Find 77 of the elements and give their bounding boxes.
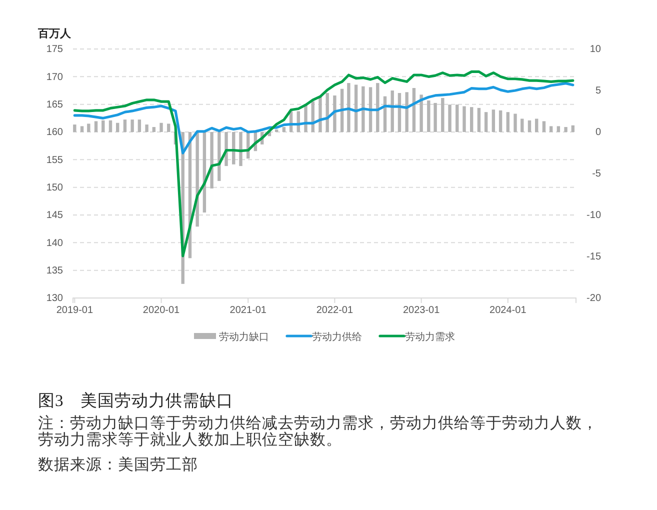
text: 图3 美国劳动力供需缺口 xyxy=(38,391,234,410)
bar xyxy=(333,95,336,132)
text: 注：劳动力缺口等于劳动力供给减去劳动力需求，劳动力供给等于劳动力人数，劳动力需求等于就业人数加上职位空缺数。 xyxy=(38,414,598,449)
x-tick-label: 2021-01 xyxy=(230,305,267,316)
y-tick-label: 150 xyxy=(46,182,64,194)
bar xyxy=(484,112,488,132)
bar xyxy=(492,110,496,132)
bar xyxy=(94,121,98,132)
line-series xyxy=(73,70,574,258)
y2-tick-label: -20 xyxy=(586,293,602,304)
y-tick-label: 140 xyxy=(46,238,64,249)
x-tick-label: 2020-01 xyxy=(142,305,180,316)
legend-label: 劳动力需求 xyxy=(405,331,455,343)
y-axis-title: 百万人 xyxy=(37,28,72,40)
bar xyxy=(448,104,452,132)
y2-tick-label: -15 xyxy=(586,252,602,263)
y-tick-label: 160 xyxy=(46,127,64,138)
bar xyxy=(138,120,142,132)
bar xyxy=(326,92,329,132)
y-tick-label: 145 xyxy=(46,210,64,222)
bar xyxy=(80,126,84,132)
bar xyxy=(116,122,120,132)
bar xyxy=(362,86,365,132)
bar xyxy=(160,122,163,132)
bar xyxy=(218,132,221,181)
y-tick-label: 155 xyxy=(46,154,64,166)
bar xyxy=(210,132,214,188)
bar xyxy=(498,110,502,132)
bar xyxy=(571,125,575,132)
bar xyxy=(477,108,481,132)
bar xyxy=(167,124,170,132)
bar xyxy=(556,126,560,132)
source-note: 数据来源：美国劳工部 xyxy=(38,455,198,474)
bar xyxy=(535,118,538,132)
y2-tick-label: -5 xyxy=(592,168,602,180)
y-tick-label: 175 xyxy=(46,44,64,56)
bar xyxy=(514,114,517,132)
bar xyxy=(434,102,437,132)
bar xyxy=(282,127,286,132)
x-tick-label: 2022-01 xyxy=(316,305,354,316)
bar xyxy=(130,120,134,132)
bar xyxy=(564,127,568,132)
bar xyxy=(427,100,430,132)
bar xyxy=(456,104,459,132)
bar xyxy=(123,120,127,132)
bar xyxy=(405,92,408,132)
bar xyxy=(108,120,112,132)
x-tick-label: 2023-01 xyxy=(402,305,440,316)
bar xyxy=(73,124,76,132)
bar xyxy=(520,118,524,132)
bar xyxy=(152,127,156,132)
x-tick-label: 2019-01 xyxy=(56,305,94,316)
x-tick-label: 2024-01 xyxy=(490,305,527,316)
y-tick-label: 165 xyxy=(46,100,64,111)
legend-label: 劳动力供给 xyxy=(312,331,362,343)
legend-label: 劳动力缺口 xyxy=(219,331,269,343)
y2-tick-label: 0 xyxy=(595,127,602,138)
bar xyxy=(542,121,546,132)
bar xyxy=(528,120,532,132)
bar xyxy=(87,124,90,132)
bar xyxy=(441,98,444,132)
y-tick-label: 135 xyxy=(46,266,64,277)
bar xyxy=(462,106,466,132)
bar xyxy=(347,83,350,132)
y2-tick-label: 10 xyxy=(590,44,602,56)
bar xyxy=(239,132,242,166)
bar xyxy=(549,126,553,132)
bar xyxy=(420,94,423,132)
y2-tick-label: -10 xyxy=(586,210,602,222)
bar xyxy=(145,124,148,132)
bar xyxy=(102,120,105,132)
line-series xyxy=(73,82,574,154)
bar xyxy=(470,107,474,132)
y2-tick-label: 5 xyxy=(595,86,602,97)
y-tick-label: 170 xyxy=(46,72,64,83)
bar xyxy=(506,112,510,132)
y-tick-label: 130 xyxy=(46,293,64,304)
